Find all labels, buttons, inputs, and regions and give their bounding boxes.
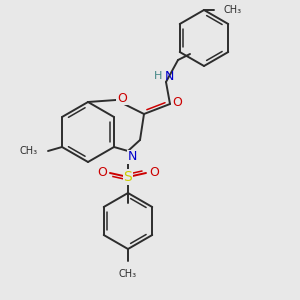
Text: O: O <box>97 166 107 178</box>
Text: O: O <box>172 97 182 110</box>
Text: CH₃: CH₃ <box>224 5 242 15</box>
Text: H: H <box>154 71 162 81</box>
Text: N: N <box>164 70 174 83</box>
Text: CH₃: CH₃ <box>20 146 38 156</box>
Text: S: S <box>124 170 132 184</box>
Text: O: O <box>117 92 127 104</box>
Text: CH₃: CH₃ <box>119 269 137 279</box>
Text: O: O <box>149 166 159 178</box>
Text: N: N <box>127 151 137 164</box>
